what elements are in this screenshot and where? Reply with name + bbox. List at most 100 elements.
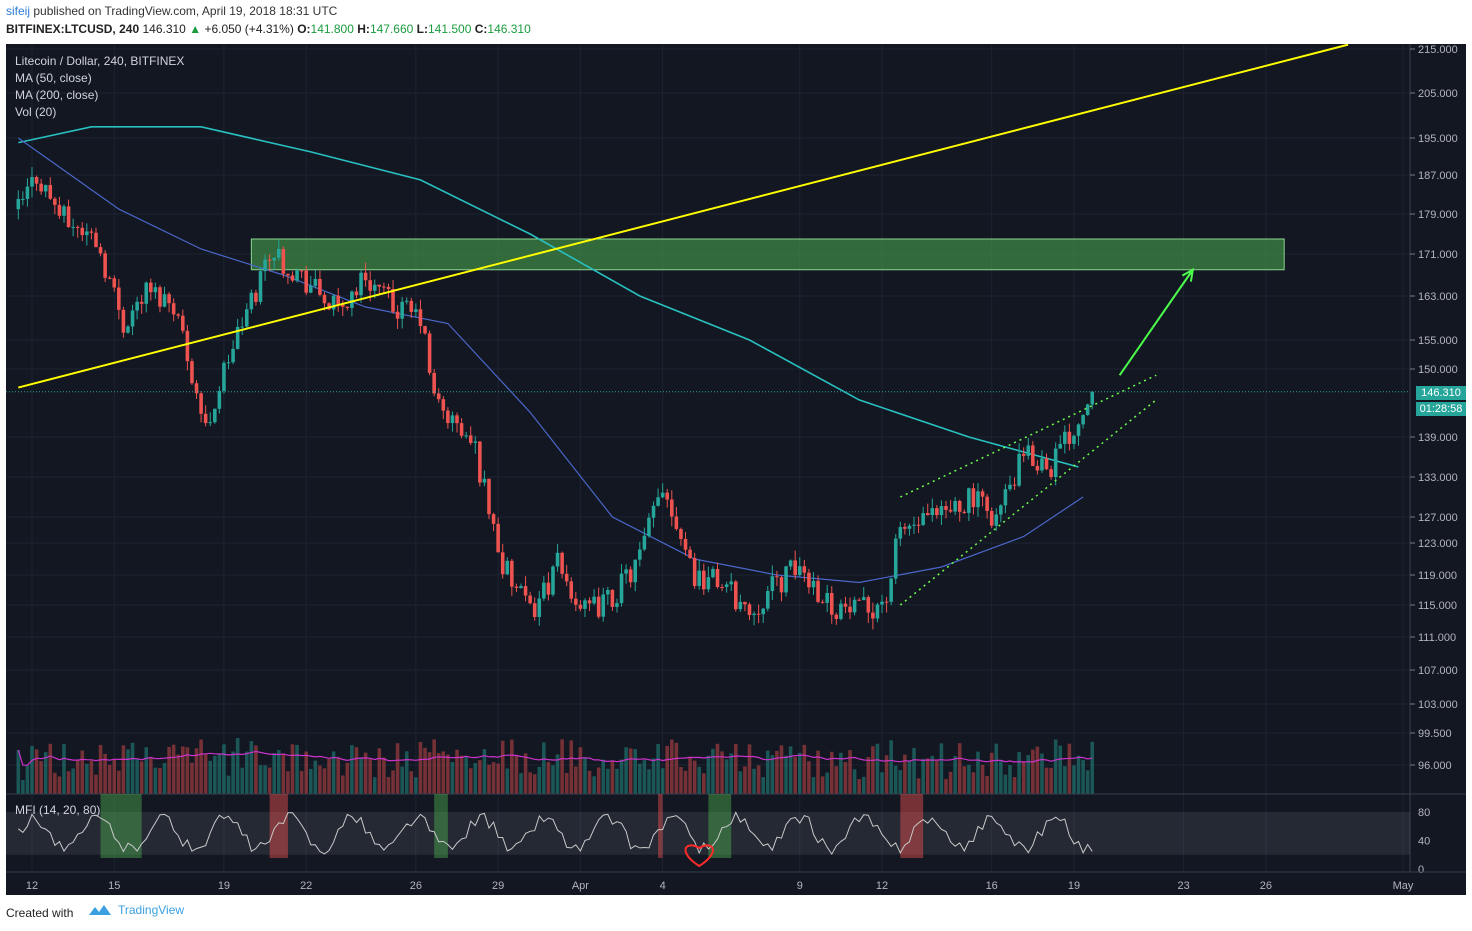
chart-area[interactable]: 215.000 205.000 195.000 187.000 179.000 171.0… [6,44,1466,895]
candle-body [683,538,688,550]
candle-body [21,198,25,200]
tradingview-brand[interactable]: TradingView [88,903,184,917]
price-chart[interactable]: 215.000 205.000 195.000 187.000 179.000 171.0… [6,44,1466,895]
candle-body [829,592,834,615]
legend-ma50[interactable]: MA (50, close) [15,71,92,85]
candle-body [843,603,848,607]
candle-body [898,527,903,539]
volume-bar [1090,741,1095,794]
volume-bar [555,754,560,794]
candle-body [48,185,53,199]
volume-bar [720,751,724,794]
candle-body [994,514,999,526]
volume-bar [829,751,834,794]
volume-bar [912,748,916,794]
candle-body [930,508,935,516]
candle-body [999,505,1003,515]
volume-bar [377,748,382,794]
symbol-info: BITFINEX:LTCUSD, 240 146.310 ▲ +6.050 (+… [6,22,531,36]
volume-bar [989,752,994,794]
price-tick-label: 179.000 [1418,209,1458,221]
candle-body [871,612,875,619]
last-price: 146.310 [142,22,186,36]
arrow-head-icon [1181,267,1195,282]
volume-bar [1035,746,1040,794]
candle-body [807,572,811,588]
price-tick-label: 107.000 [1418,665,1458,677]
volume-bar [213,755,217,794]
volume-bar [363,752,368,794]
candle-body [939,506,944,516]
candle-body [1040,458,1044,471]
volume-bar [404,751,409,794]
candle-body [222,362,226,391]
price-tick-label: 187.000 [1418,170,1458,182]
candle-body [171,303,176,315]
volume-bar [779,745,784,794]
candle-body [295,270,299,281]
candle-body [340,304,345,307]
candle-body [1063,431,1067,444]
volume-bar [267,767,272,794]
volume-bar [592,776,596,794]
volume-bar [318,765,322,794]
volume-bar [724,759,729,794]
candle-body [139,301,144,304]
volume-bar [336,757,340,794]
candle-body [446,410,450,424]
candle-body [217,390,222,409]
volume-bar [884,755,889,794]
candle-body [16,198,21,210]
legend-volume[interactable]: Vol (20) [15,105,57,119]
volume-bar [510,739,514,794]
candle-body [925,513,930,516]
candle-body [286,273,290,276]
volume-bar [144,747,149,794]
volume-bar [692,760,697,794]
volume-bar [1026,755,1031,794]
candle-body [372,284,377,291]
volume-bar [34,749,39,794]
legend-title: Litecoin / Dollar, 240, BITFINEX [15,54,185,68]
author-link[interactable]: sifeij [6,4,31,18]
mfi-legend[interactable]: MFI (14, 20, 80) [15,803,101,817]
volume-bar [971,772,976,794]
mfi-line [17,811,1093,856]
volume-bar [107,764,112,794]
close-label: C: [474,22,488,36]
candle-body [135,301,139,311]
volume-bar [957,743,962,794]
candle-body [345,306,350,308]
volume-bar [880,772,884,794]
volume-bar [240,767,245,794]
close-value: 146.310 [487,22,531,36]
candle-body [377,284,382,287]
volume-bar [1053,739,1058,794]
volume-bar [345,762,350,794]
candle-body [962,511,967,513]
candle-body [980,491,985,497]
volume-bar [788,746,793,794]
legend-ma200[interactable]: MA (200, close) [15,88,99,102]
price-tick-label: 171.000 [1418,249,1458,261]
volume-bar [505,768,510,794]
candle-body [596,596,601,617]
volume-bar [770,755,775,794]
candle-body [30,176,34,187]
volume-bar [235,737,240,794]
candle-body [1008,484,1012,490]
candle-body [496,523,500,553]
candle-body [354,291,359,296]
volume-bar [226,775,231,794]
volume-bar [697,766,702,794]
candle-body [702,570,706,590]
candle-body [414,309,418,312]
price-tick-label: 205.000 [1418,88,1458,100]
candle-body [615,603,619,607]
low-value: 141.500 [428,22,472,36]
volume-bar [907,760,912,794]
volume-bar [1072,765,1076,794]
candle-body [651,505,656,518]
volume-bar [181,746,185,794]
volume-bar [1040,753,1044,794]
